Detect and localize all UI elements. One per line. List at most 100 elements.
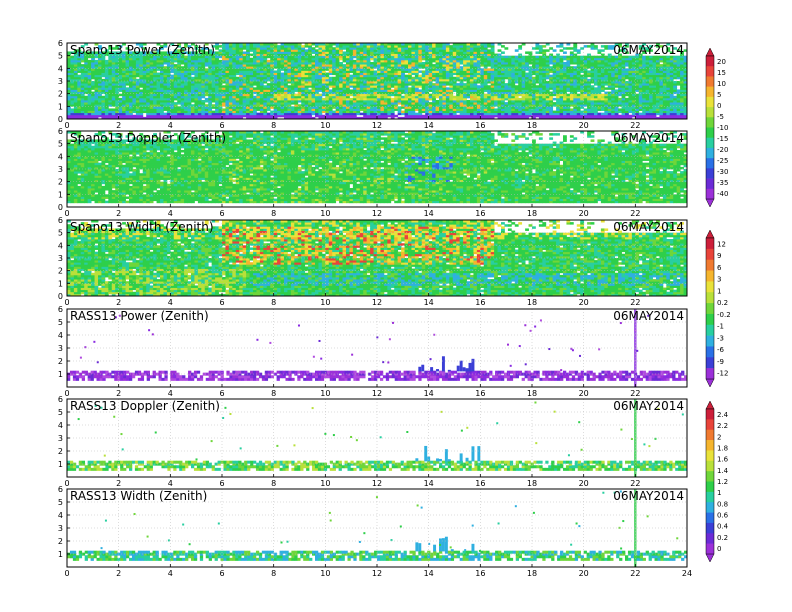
field-cell bbox=[411, 110, 416, 114]
field-cell bbox=[366, 108, 371, 111]
field-cell bbox=[483, 57, 488, 61]
field-cell bbox=[569, 47, 574, 50]
field-cell bbox=[311, 83, 316, 86]
field-cell bbox=[321, 102, 326, 105]
field-cell bbox=[494, 89, 498, 92]
field-cell bbox=[507, 70, 512, 73]
field-cell bbox=[397, 81, 402, 84]
field-cell bbox=[166, 95, 171, 99]
field-cell bbox=[552, 85, 557, 88]
field-cell bbox=[563, 64, 567, 67]
field-cell bbox=[91, 100, 95, 103]
field-cell bbox=[166, 91, 171, 95]
field-cell bbox=[569, 57, 574, 61]
field-cell bbox=[142, 83, 147, 86]
field-cell bbox=[170, 81, 175, 84]
field-cell bbox=[346, 70, 350, 73]
field-cell bbox=[197, 57, 202, 61]
field-cell bbox=[208, 49, 213, 52]
field-cell bbox=[129, 89, 133, 92]
field-cell bbox=[308, 114, 312, 118]
field-cell bbox=[390, 66, 395, 69]
field-cell bbox=[208, 93, 213, 97]
field-cell bbox=[160, 78, 164, 82]
field-cell bbox=[125, 62, 130, 65]
field-cell bbox=[208, 70, 213, 73]
field-cell bbox=[108, 57, 113, 61]
field-cell bbox=[335, 95, 340, 99]
field-cell bbox=[287, 85, 292, 88]
field-cell bbox=[552, 110, 557, 114]
field-cell bbox=[208, 116, 213, 119]
field-cell bbox=[149, 106, 154, 109]
field-cell bbox=[77, 108, 82, 111]
field-cell bbox=[118, 83, 123, 86]
field-cell bbox=[77, 55, 82, 59]
field-cell bbox=[235, 57, 240, 61]
field-cell bbox=[463, 66, 467, 69]
field-cell bbox=[84, 104, 89, 107]
field-cell bbox=[73, 83, 78, 86]
field-cell bbox=[549, 70, 554, 73]
field-cell bbox=[466, 62, 471, 65]
field-cell bbox=[356, 70, 361, 73]
field-cell bbox=[87, 102, 92, 105]
field-cell bbox=[459, 49, 464, 52]
field-cell bbox=[535, 59, 540, 63]
field-cell bbox=[70, 114, 75, 118]
field-cell bbox=[569, 102, 574, 105]
field-cell bbox=[370, 108, 374, 111]
field-cell bbox=[166, 116, 171, 119]
field-cell bbox=[363, 45, 368, 48]
field-cell bbox=[480, 108, 485, 111]
field-cell bbox=[573, 85, 578, 88]
field-cell bbox=[270, 89, 275, 92]
field-cell bbox=[559, 87, 564, 90]
field-cell bbox=[332, 49, 337, 52]
field-cell bbox=[160, 104, 164, 107]
field-cell bbox=[218, 81, 223, 84]
field-cell bbox=[104, 112, 109, 116]
field-cell bbox=[139, 59, 144, 63]
field-cell bbox=[311, 76, 316, 80]
field-cell bbox=[432, 87, 436, 90]
field-cell bbox=[104, 97, 109, 101]
field-cell bbox=[394, 89, 399, 92]
field-cell bbox=[284, 74, 288, 78]
field-cell bbox=[532, 104, 536, 107]
field-cell bbox=[287, 78, 292, 82]
field-cell bbox=[380, 91, 385, 95]
field-cell bbox=[352, 89, 357, 92]
field-cell bbox=[514, 87, 519, 90]
field-cell bbox=[266, 87, 271, 90]
field-cell bbox=[411, 72, 416, 76]
field-cell bbox=[328, 114, 333, 118]
field-cell bbox=[297, 62, 302, 65]
field-cell bbox=[301, 62, 306, 65]
field-cell bbox=[380, 66, 385, 69]
field-cell bbox=[580, 83, 585, 86]
field-cell bbox=[463, 97, 467, 101]
field-cell bbox=[442, 45, 447, 48]
field-cell bbox=[507, 66, 512, 69]
field-cell bbox=[222, 64, 226, 67]
field-cell bbox=[311, 110, 316, 114]
field-cell bbox=[463, 76, 467, 80]
field-cell bbox=[428, 59, 433, 63]
field-cell bbox=[273, 49, 278, 52]
field-cell bbox=[452, 62, 457, 65]
field-cell bbox=[204, 55, 209, 59]
field-cell bbox=[70, 97, 75, 101]
field-cell bbox=[459, 81, 464, 84]
field-cell bbox=[290, 68, 295, 71]
field-cell bbox=[442, 114, 447, 118]
field-cell bbox=[191, 64, 195, 67]
field-cell bbox=[177, 53, 182, 57]
field-cell bbox=[163, 108, 168, 111]
field-cell bbox=[414, 91, 419, 95]
field-cell bbox=[187, 108, 192, 111]
field-cell bbox=[294, 83, 299, 86]
field-cell bbox=[139, 116, 144, 119]
field-cell bbox=[177, 49, 182, 52]
field-cell bbox=[153, 93, 157, 97]
